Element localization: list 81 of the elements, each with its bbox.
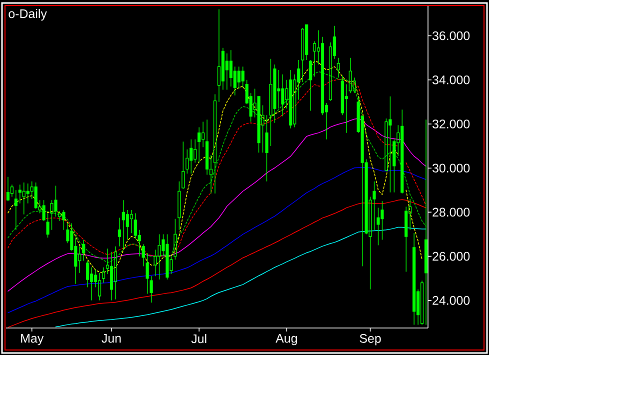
candlestick — [174, 218, 177, 260]
x-tick-label: Jun — [102, 334, 121, 343]
candlestick — [213, 94, 217, 194]
candlestick — [146, 252, 149, 294]
x-tick-label: Aug — [276, 334, 297, 346]
candlestick — [221, 48, 225, 90]
candlestick — [142, 244, 145, 267]
candlestick — [265, 114, 268, 182]
candlestick — [305, 24, 308, 60]
candlestick — [110, 252, 114, 301]
candlestick — [26, 183, 30, 204]
candlestick — [122, 200, 125, 250]
candlestick — [372, 180, 376, 230]
candlestick — [340, 75, 344, 116]
candlestick — [229, 50, 232, 87]
candlestick — [320, 36, 324, 116]
x-tick-label: Jul — [191, 334, 206, 344]
candlestick — [424, 119, 428, 326]
candlestick — [150, 276, 153, 303]
candlestick — [10, 184, 14, 198]
candlestick — [54, 185, 58, 217]
x-tick-label: Sep — [360, 334, 381, 346]
candlestick — [198, 126, 201, 163]
candlestick — [6, 176, 10, 202]
candlestick — [190, 139, 193, 174]
candlestick — [277, 70, 280, 109]
candlestick — [186, 149, 189, 174]
y-tick-label: 34.000 — [432, 75, 470, 84]
candlestick — [404, 206, 408, 272]
candlestick — [126, 210, 129, 240]
candlestick — [388, 96, 392, 193]
candlestick — [412, 232, 416, 326]
candlestick — [376, 207, 380, 246]
candlestick — [348, 57, 352, 94]
candlestick — [182, 141, 185, 190]
candlestick — [154, 249, 157, 277]
candlestick — [257, 96, 260, 154]
y-tick-label: 36.000 — [432, 31, 470, 40]
candlestick — [82, 239, 86, 262]
candlestick — [194, 139, 197, 163]
y-tick-label: 24.000 — [432, 296, 470, 305]
candlestick — [78, 246, 82, 274]
candlestick — [217, 8, 221, 102]
candlestick — [420, 280, 424, 326]
candlestick — [98, 272, 102, 301]
candlestick — [114, 246, 118, 300]
candlestick — [158, 234, 161, 280]
candlestick — [102, 267, 106, 284]
y-tick-label: 26.000 — [432, 252, 470, 261]
candlestick — [134, 212, 137, 240]
candlestick — [118, 217, 122, 247]
candlestick — [336, 57, 340, 78]
candlestick — [313, 40, 316, 77]
y-tick-label: 32.000 — [432, 120, 470, 128]
candlestick — [202, 121, 205, 148]
candlestick — [380, 200, 384, 240]
candlestick — [241, 66, 244, 88]
candlestick — [289, 70, 292, 129]
x-tick-label: May — [21, 334, 44, 346]
candlestick — [344, 84, 348, 134]
candlestick — [46, 212, 50, 238]
candlestick — [50, 200, 54, 230]
candlestick — [309, 60, 312, 112]
candlestick — [166, 234, 169, 280]
candlestick — [225, 53, 228, 90]
y-tick-label: 28.000 — [432, 208, 470, 217]
chart-title: o-Daily — [8, 8, 47, 21]
y-tick-label: 30.000 — [432, 164, 470, 173]
candlestick — [22, 182, 26, 215]
candlestick — [206, 119, 209, 176]
candlestick — [237, 66, 240, 90]
candlestick — [130, 210, 133, 234]
candlestick — [86, 260, 90, 288]
candlestick — [178, 180, 181, 230]
candlestick — [400, 109, 404, 194]
candlestick — [301, 28, 304, 82]
candlestick — [62, 210, 66, 230]
candlestick — [14, 190, 18, 230]
candlestick — [273, 64, 276, 124]
candlestick — [281, 74, 284, 117]
candlestick — [269, 58, 272, 146]
